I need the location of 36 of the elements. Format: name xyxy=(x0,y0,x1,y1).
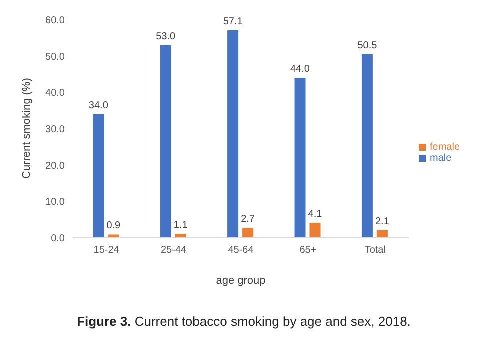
bar xyxy=(108,234,120,238)
y-tick-label: 10.0 xyxy=(46,197,66,208)
data-label: 4.1 xyxy=(308,209,323,220)
data-label: 57.1 xyxy=(223,16,244,28)
data-label: 50.5 xyxy=(358,40,378,52)
data-label: 34.0 xyxy=(88,100,109,112)
legend-label: male xyxy=(430,153,452,164)
legend-label: female xyxy=(430,142,460,153)
bar xyxy=(310,223,321,238)
y-tick-label: 40.0 xyxy=(46,88,66,100)
y-tick-label: 20.0 xyxy=(46,160,66,172)
x-axis-title: age group xyxy=(216,275,266,287)
data-label: 53.0 xyxy=(156,31,176,42)
x-tick-label: 25-44 xyxy=(161,245,188,256)
x-tick-label: 45-64 xyxy=(228,245,254,256)
y-tick-label: 30.0 xyxy=(46,124,66,136)
x-tick-label: 65+ xyxy=(300,245,317,256)
x-tick-label: 15-24 xyxy=(94,245,120,256)
y-tick-label: 0.0 xyxy=(51,234,66,245)
y-tick-label: 50.0 xyxy=(46,52,66,63)
y-tick-label: 60.0 xyxy=(46,16,66,27)
bar xyxy=(93,114,104,238)
data-label: 2.1 xyxy=(375,216,390,228)
y-axis-title: Current smoking (%) xyxy=(20,78,33,179)
bar xyxy=(362,54,373,238)
bar xyxy=(294,78,306,238)
caption: Figure 3. Current tobacco smoking by age and sex, 2018. xyxy=(76,314,412,329)
data-label: 2.7 xyxy=(241,214,256,226)
data-label: 44.0 xyxy=(290,64,310,76)
bar xyxy=(376,230,388,238)
x-tick-label: Total xyxy=(364,245,386,256)
data-label: 0.9 xyxy=(106,220,122,232)
bar xyxy=(242,228,254,238)
data-label: 1.1 xyxy=(174,220,188,232)
bar xyxy=(228,30,239,238)
bar xyxy=(160,45,172,238)
